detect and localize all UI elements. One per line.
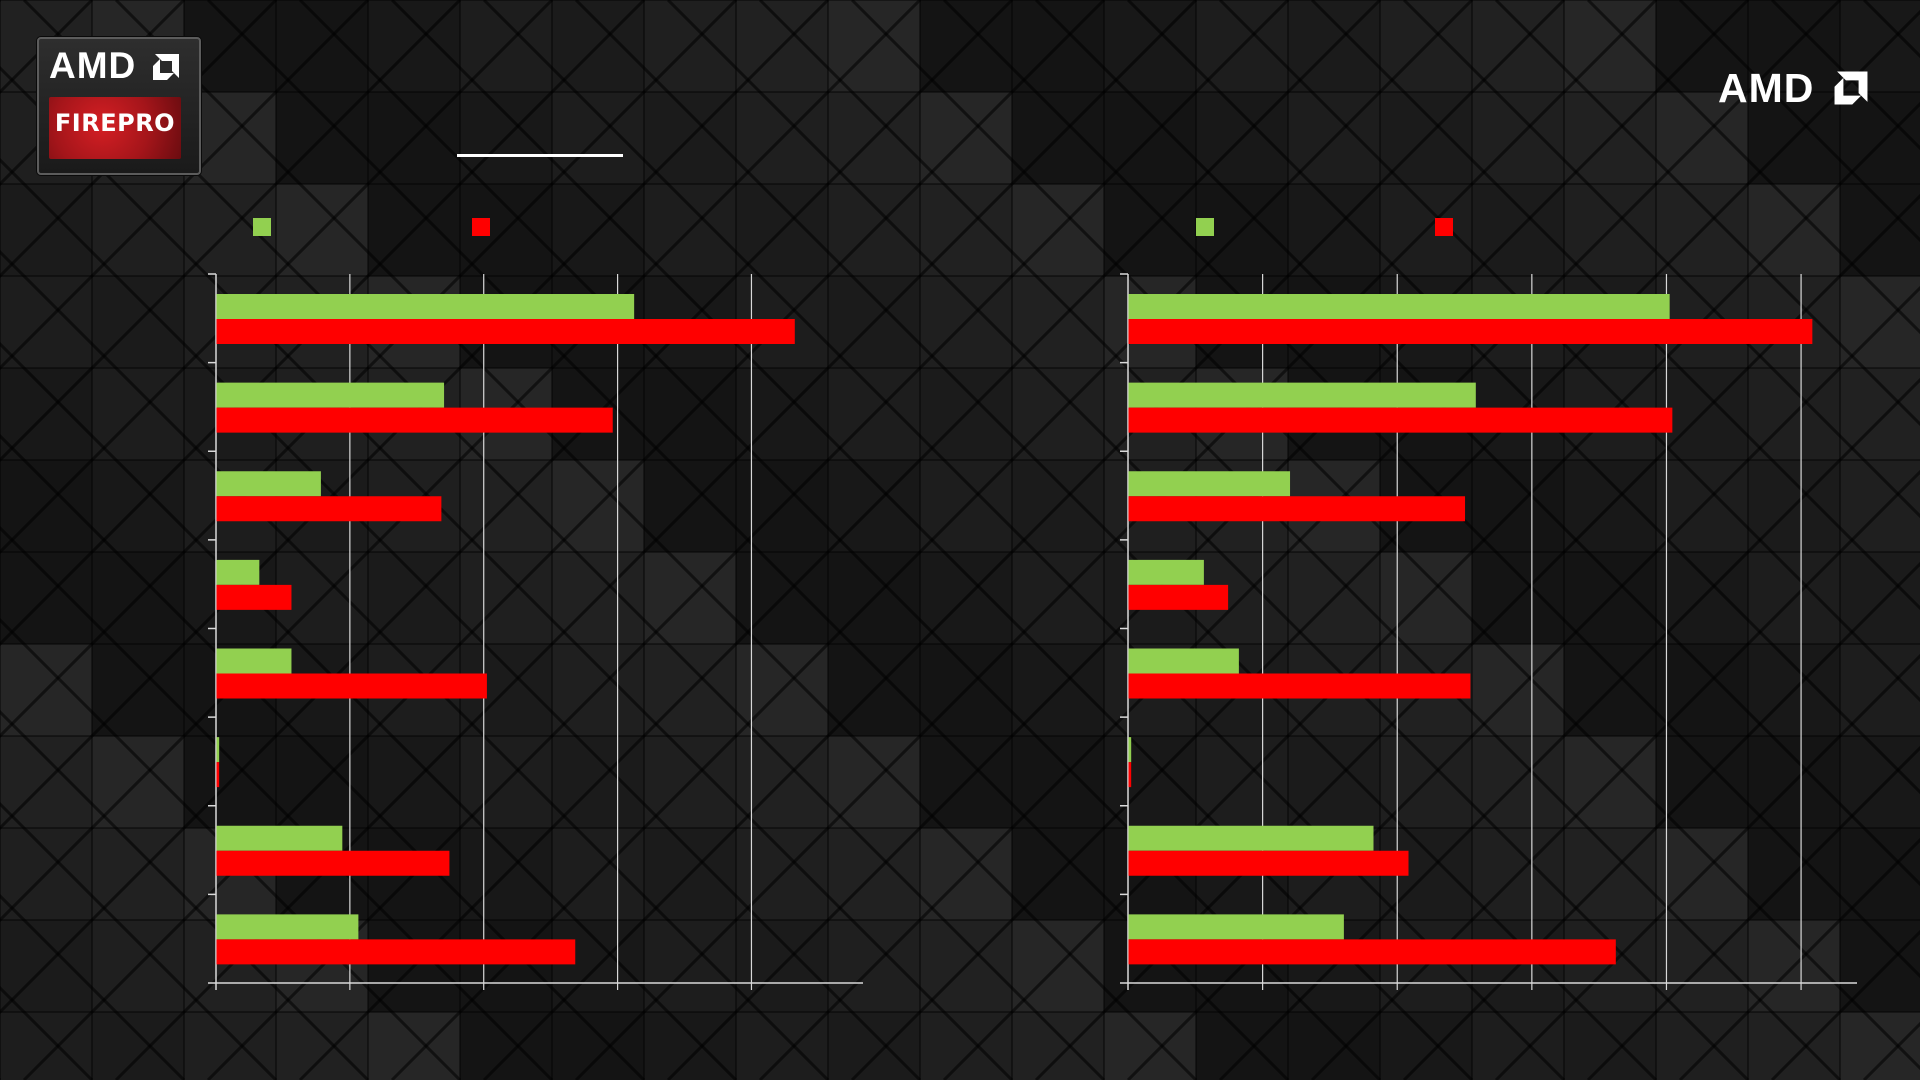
bar-left-green-2: [216, 382, 445, 408]
bar-right-green-2: [1128, 382, 1476, 408]
legend-swatch-green-right: [1196, 218, 1214, 236]
legend-swatch-green-left: [253, 218, 271, 236]
bar-left-red-3: [216, 496, 442, 522]
bar-right-green-1: [1128, 294, 1670, 319]
bar-right-red-6: [1128, 762, 1132, 788]
amd-firepro-logo: AMD FIREPRO: [37, 37, 201, 175]
badge-brand-text: AMD: [49, 45, 137, 86]
bar-left-red-2: [216, 407, 613, 433]
bar-right-green-5: [1128, 648, 1239, 674]
bar-left-red-6: [216, 762, 220, 788]
bar-right-red-7: [1128, 850, 1409, 876]
bar-left-green-3: [216, 471, 321, 497]
title-underline: [457, 154, 623, 157]
bar-right-green-7: [1128, 825, 1374, 851]
bar-right-red-5: [1128, 673, 1471, 699]
bar-left-green-8: [216, 914, 359, 940]
legend-swatch-red-left: [472, 218, 490, 236]
bar-right-red-8: [1128, 939, 1616, 965]
amd-corner-logo: AMD: [1718, 65, 1815, 111]
bar-left-green-6: [216, 737, 220, 763]
bar-right-green-3: [1128, 471, 1291, 497]
badge-product-plate: FIREPRO: [49, 97, 181, 159]
bar-left-red-1: [216, 319, 795, 344]
bar-left-green-7: [216, 825, 343, 851]
bar-right-green-6: [1128, 737, 1132, 763]
legend-swatch-red-right: [1435, 218, 1453, 236]
bar-left-red-4: [216, 584, 292, 610]
bar-right-red-3: [1128, 496, 1466, 522]
amd-arrow-icon: [153, 54, 179, 80]
bar-left-red-8: [216, 939, 576, 965]
bar-right-red-4: [1128, 584, 1229, 610]
badge-product-text: FIREPRO: [54, 109, 176, 137]
bar-right-green-4: [1128, 559, 1204, 585]
bar-left-green-1: [216, 294, 635, 319]
bar-right-red-1: [1128, 319, 1813, 344]
amd-arrow-icon: [1834, 71, 1868, 105]
bar-left-red-5: [216, 673, 487, 699]
bar-left-green-4: [216, 559, 260, 585]
bar-right-green-8: [1128, 914, 1344, 940]
bar-left-green-5: [216, 648, 292, 674]
bar-right-red-2: [1128, 407, 1673, 433]
bar-left-red-7: [216, 850, 450, 876]
